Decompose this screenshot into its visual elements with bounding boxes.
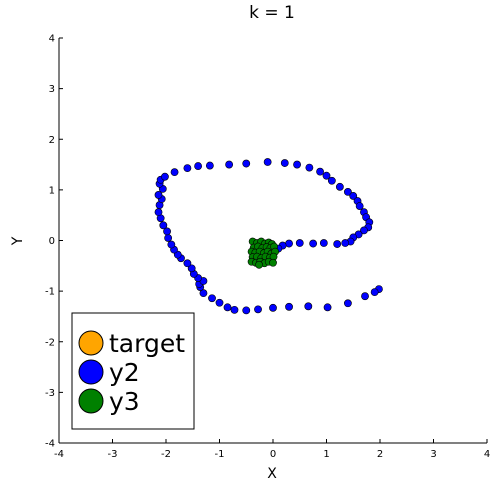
legend-marker-y2 bbox=[78, 359, 104, 385]
data-point-y2 bbox=[327, 176, 336, 185]
data-point-y2 bbox=[335, 182, 344, 191]
legend-label-y2: y2 bbox=[109, 358, 140, 387]
x-tick-label: -1 bbox=[215, 449, 225, 460]
legend-marker-y3 bbox=[78, 388, 104, 414]
y-tick-label: -2 bbox=[45, 337, 55, 348]
data-point-y2 bbox=[333, 240, 342, 248]
chart-title: k = 1 bbox=[249, 3, 295, 23]
data-point-y2 bbox=[285, 302, 293, 311]
data-point-y2 bbox=[319, 239, 328, 247]
data-point-y2 bbox=[316, 167, 324, 176]
x-tick-label: 4 bbox=[484, 449, 490, 460]
data-point-y2 bbox=[323, 303, 332, 312]
data-point-y2 bbox=[154, 208, 163, 217]
legend-label-target: target bbox=[109, 329, 185, 358]
data-point-y2 bbox=[159, 221, 168, 230]
x-tick-label: 0 bbox=[270, 449, 276, 460]
x-tick-label: -2 bbox=[161, 449, 171, 460]
data-point-y2 bbox=[309, 239, 318, 248]
data-point-y2 bbox=[341, 239, 350, 247]
data-point-y3 bbox=[255, 260, 263, 269]
y-tick-label: 3 bbox=[49, 84, 55, 95]
series-y3 bbox=[247, 237, 280, 269]
data-point-y2 bbox=[208, 294, 216, 303]
y-tick-label: -4 bbox=[45, 439, 55, 450]
data-points bbox=[154, 158, 383, 315]
data-point-y2 bbox=[305, 163, 314, 172]
legend-marker-target bbox=[78, 330, 104, 356]
data-point-y2 bbox=[230, 305, 239, 314]
data-point-y2 bbox=[164, 234, 173, 242]
data-point-y2 bbox=[361, 292, 369, 301]
data-point-y2 bbox=[343, 187, 352, 196]
data-point-y2 bbox=[183, 259, 192, 268]
data-point-y2 bbox=[280, 159, 289, 167]
x-tick-label: 3 bbox=[430, 449, 436, 460]
data-point-y2 bbox=[295, 239, 304, 247]
data-point-y2 bbox=[304, 302, 313, 311]
data-point-y2 bbox=[205, 161, 214, 170]
y-tick-label: 0 bbox=[49, 236, 55, 247]
data-point-y2 bbox=[170, 168, 179, 177]
data-point-y2 bbox=[161, 172, 169, 181]
y-tick-label: -1 bbox=[45, 287, 55, 298]
y-tick-label: 1 bbox=[49, 185, 55, 196]
x-axis-label: X bbox=[267, 466, 277, 482]
data-point-y2 bbox=[370, 288, 379, 297]
series-y2 bbox=[154, 158, 383, 315]
data-point-y2 bbox=[254, 305, 262, 314]
data-point-y2 bbox=[360, 226, 368, 235]
data-point-y2 bbox=[194, 162, 202, 170]
x-tick-label: -3 bbox=[108, 449, 118, 460]
x-tick-label: 1 bbox=[323, 449, 329, 460]
data-point-y2 bbox=[355, 202, 364, 210]
x-tick-label: 2 bbox=[377, 449, 383, 460]
data-point-y2 bbox=[269, 303, 277, 312]
data-point-y2 bbox=[163, 227, 171, 236]
legend-label-y3: y3 bbox=[109, 387, 140, 416]
x-tick-label: -4 bbox=[54, 449, 64, 460]
data-point-y2 bbox=[154, 191, 163, 199]
data-point-y2 bbox=[199, 289, 208, 298]
y-axis-label: Y bbox=[10, 236, 26, 246]
y-tick-label: -3 bbox=[45, 388, 55, 399]
data-point-y2 bbox=[293, 160, 301, 169]
data-point-y2 bbox=[225, 160, 234, 169]
y-tick-label: 2 bbox=[49, 135, 55, 146]
data-point-y2 bbox=[187, 264, 196, 273]
data-point-y2 bbox=[242, 159, 251, 168]
axes: -4 -3 -2 -1 0 1 2 3 4 -4 -3 -2 -1 0 1 2 3 4 bbox=[45, 34, 490, 461]
data-point-y2 bbox=[215, 298, 224, 307]
y-tick-label: 4 bbox=[49, 34, 55, 45]
data-point-y2 bbox=[263, 158, 272, 166]
data-point-y2 bbox=[183, 164, 192, 173]
data-point-y2 bbox=[285, 239, 293, 248]
data-point-y2 bbox=[343, 299, 352, 308]
data-point-y2 bbox=[322, 171, 331, 180]
data-point-y2 bbox=[349, 192, 358, 200]
data-point-y2 bbox=[223, 303, 232, 312]
data-point-y3 bbox=[269, 258, 277, 267]
data-point-y2 bbox=[242, 306, 251, 315]
data-point-y2 bbox=[167, 240, 176, 249]
